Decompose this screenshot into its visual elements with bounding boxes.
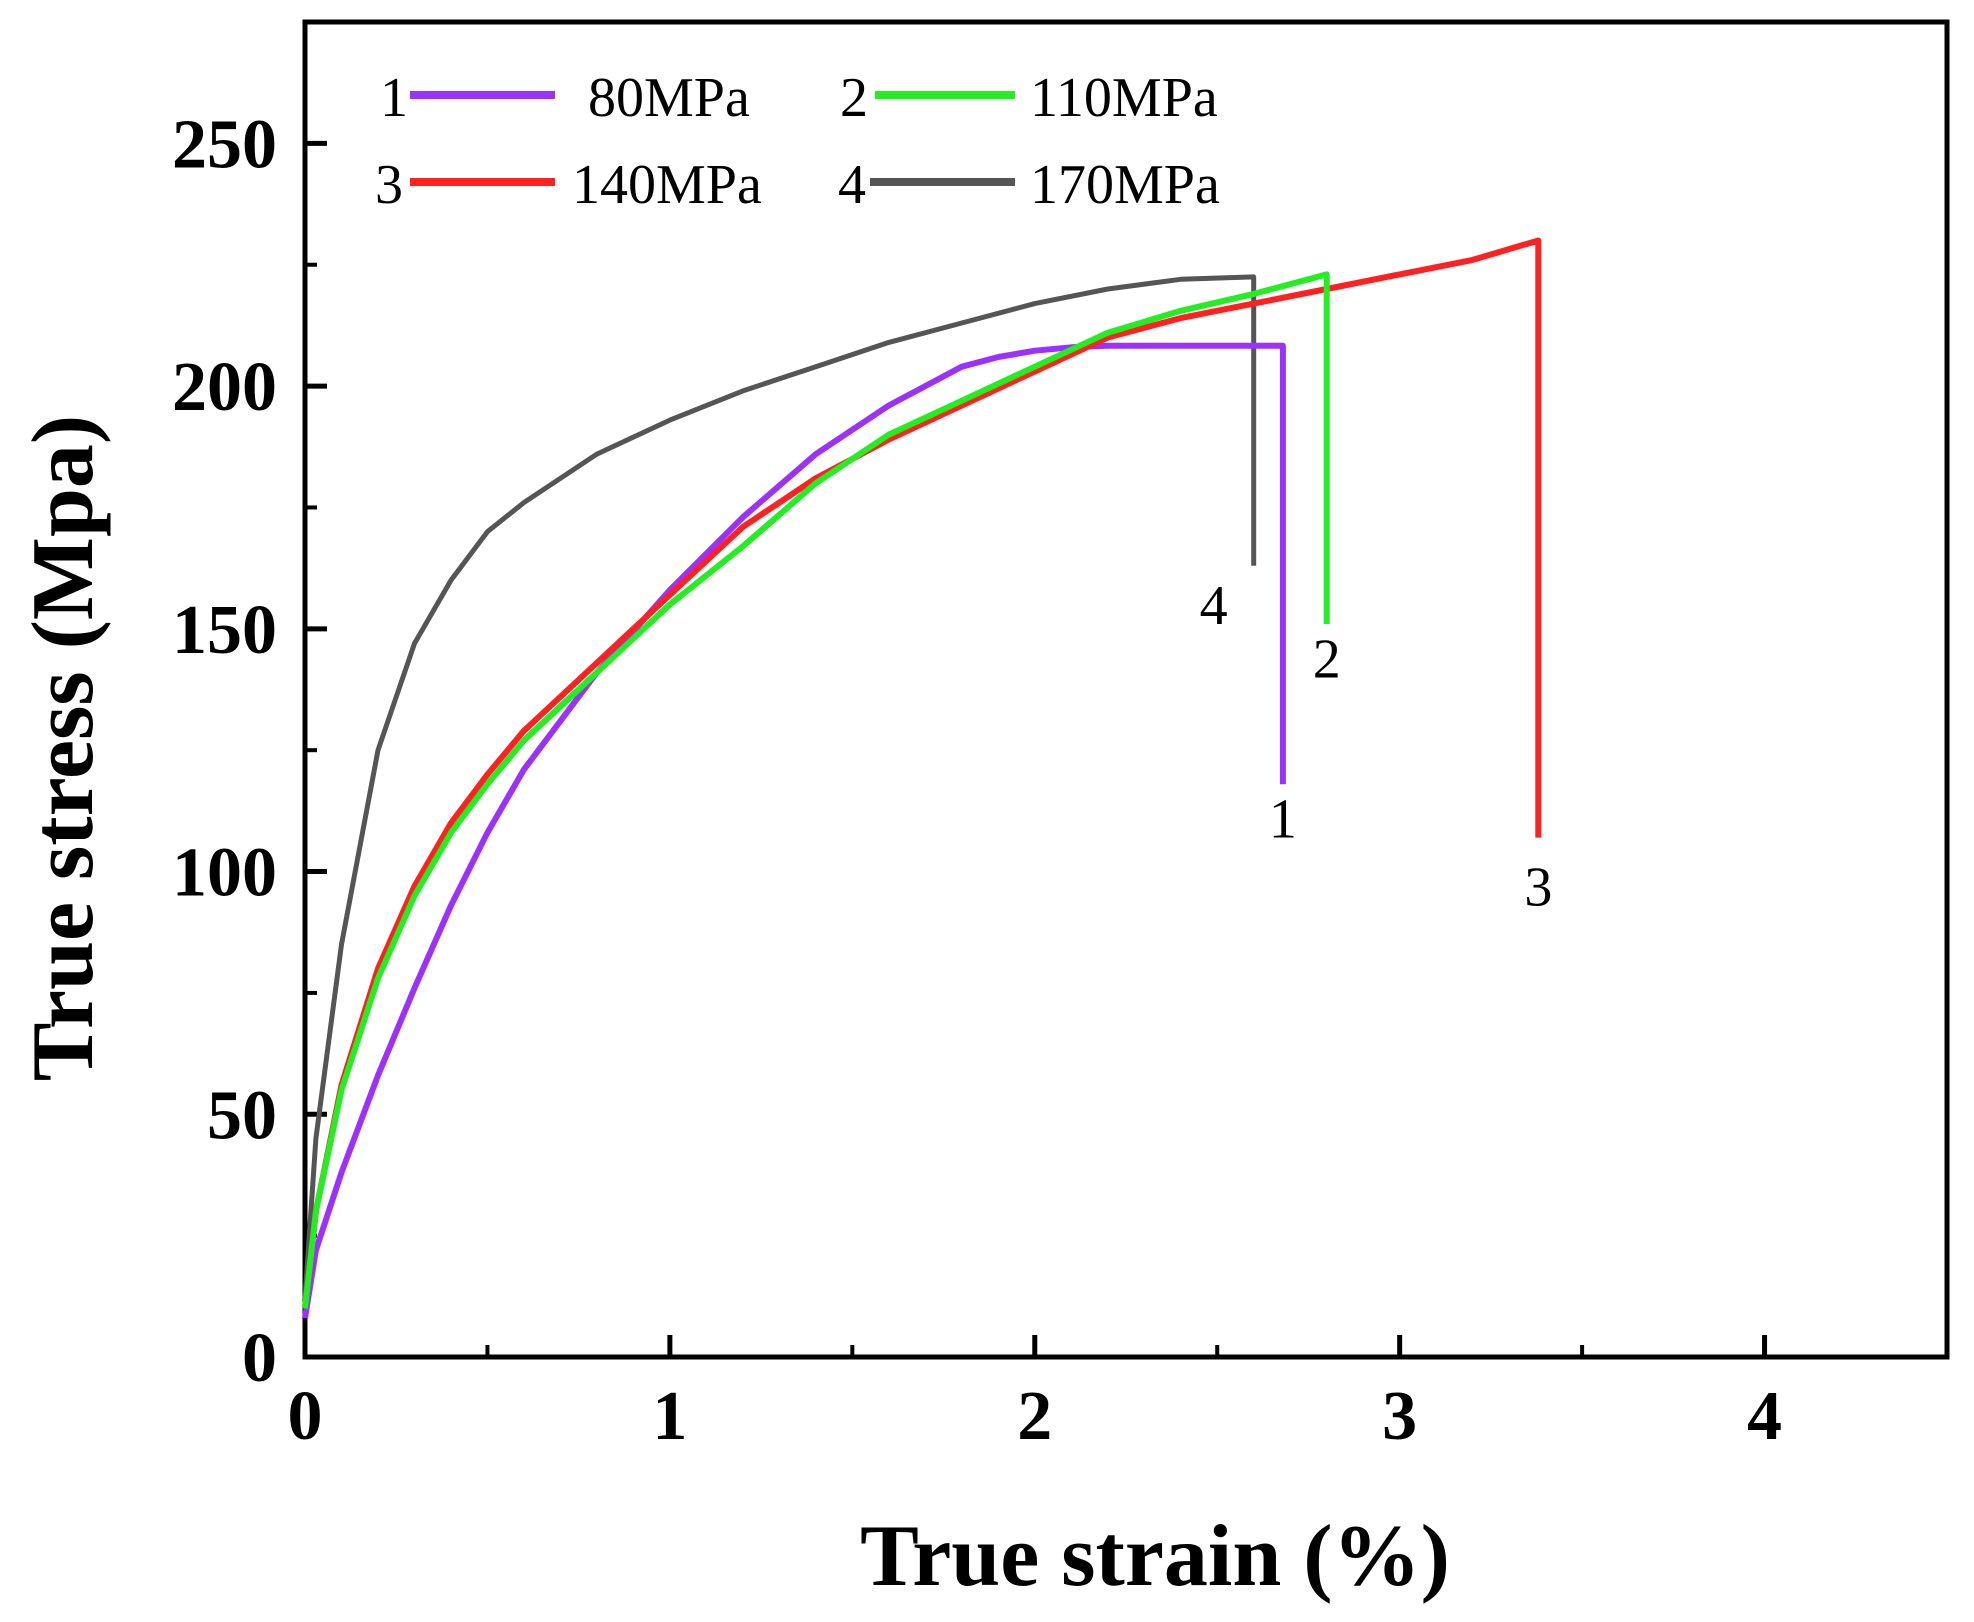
y-tick-label: 150 (172, 592, 277, 669)
legend-label-110mpa: 110MPa (1030, 67, 1218, 129)
legend-number-3: 3 (375, 154, 403, 216)
x-tick-label: 4 (1747, 1378, 1782, 1455)
curve-end-labels: 4 2 1 3 (1200, 575, 1553, 919)
y-tick-label: 50 (207, 1077, 277, 1154)
x-tick-label: 0 (288, 1378, 323, 1455)
y-tick-label: 200 (172, 349, 277, 426)
y-axis-title: True stress (Mpa) (15, 415, 112, 1081)
axis-tick-labels: 0 1 2 3 4 0 50 100 150 200 250 (172, 106, 1782, 1455)
curve-end-label-2: 2 (1313, 628, 1341, 690)
curve-end-label-1: 1 (1269, 789, 1297, 851)
series-line-140mpa (302, 237, 1542, 1309)
legend-number-2: 2 (840, 67, 868, 129)
x-tick-label: 2 (1017, 1378, 1052, 1455)
legend-label-80mpa: 80MPa (588, 67, 750, 129)
series-lines (302, 237, 1542, 1319)
series-line-110mpa (302, 271, 1330, 1309)
x-tick-label: 3 (1382, 1378, 1417, 1455)
axis-ticks (302, 140, 1949, 1360)
curve-end-label-3: 3 (1524, 857, 1552, 919)
y-tick-label: 100 (172, 835, 277, 912)
y-tick-label: 0 (242, 1320, 277, 1397)
legend-label-140mpa: 140MPa (572, 154, 762, 216)
y-tick-label: 250 (172, 106, 277, 183)
plot-frame (302, 19, 1950, 1360)
legend-number-4: 4 (838, 154, 866, 216)
legend-number-1: 1 (380, 67, 408, 129)
legend-label-170mpa: 170MPa (1030, 154, 1220, 216)
x-axis-title: True strain (%) (860, 1508, 1450, 1605)
x-tick-label: 1 (652, 1378, 687, 1455)
curve-end-label-4: 4 (1200, 575, 1228, 637)
legend: 1 80MPa 2 110MPa 3 140MPa 4 170MPa (375, 67, 1220, 216)
series-line-170mpa (302, 274, 1257, 1299)
